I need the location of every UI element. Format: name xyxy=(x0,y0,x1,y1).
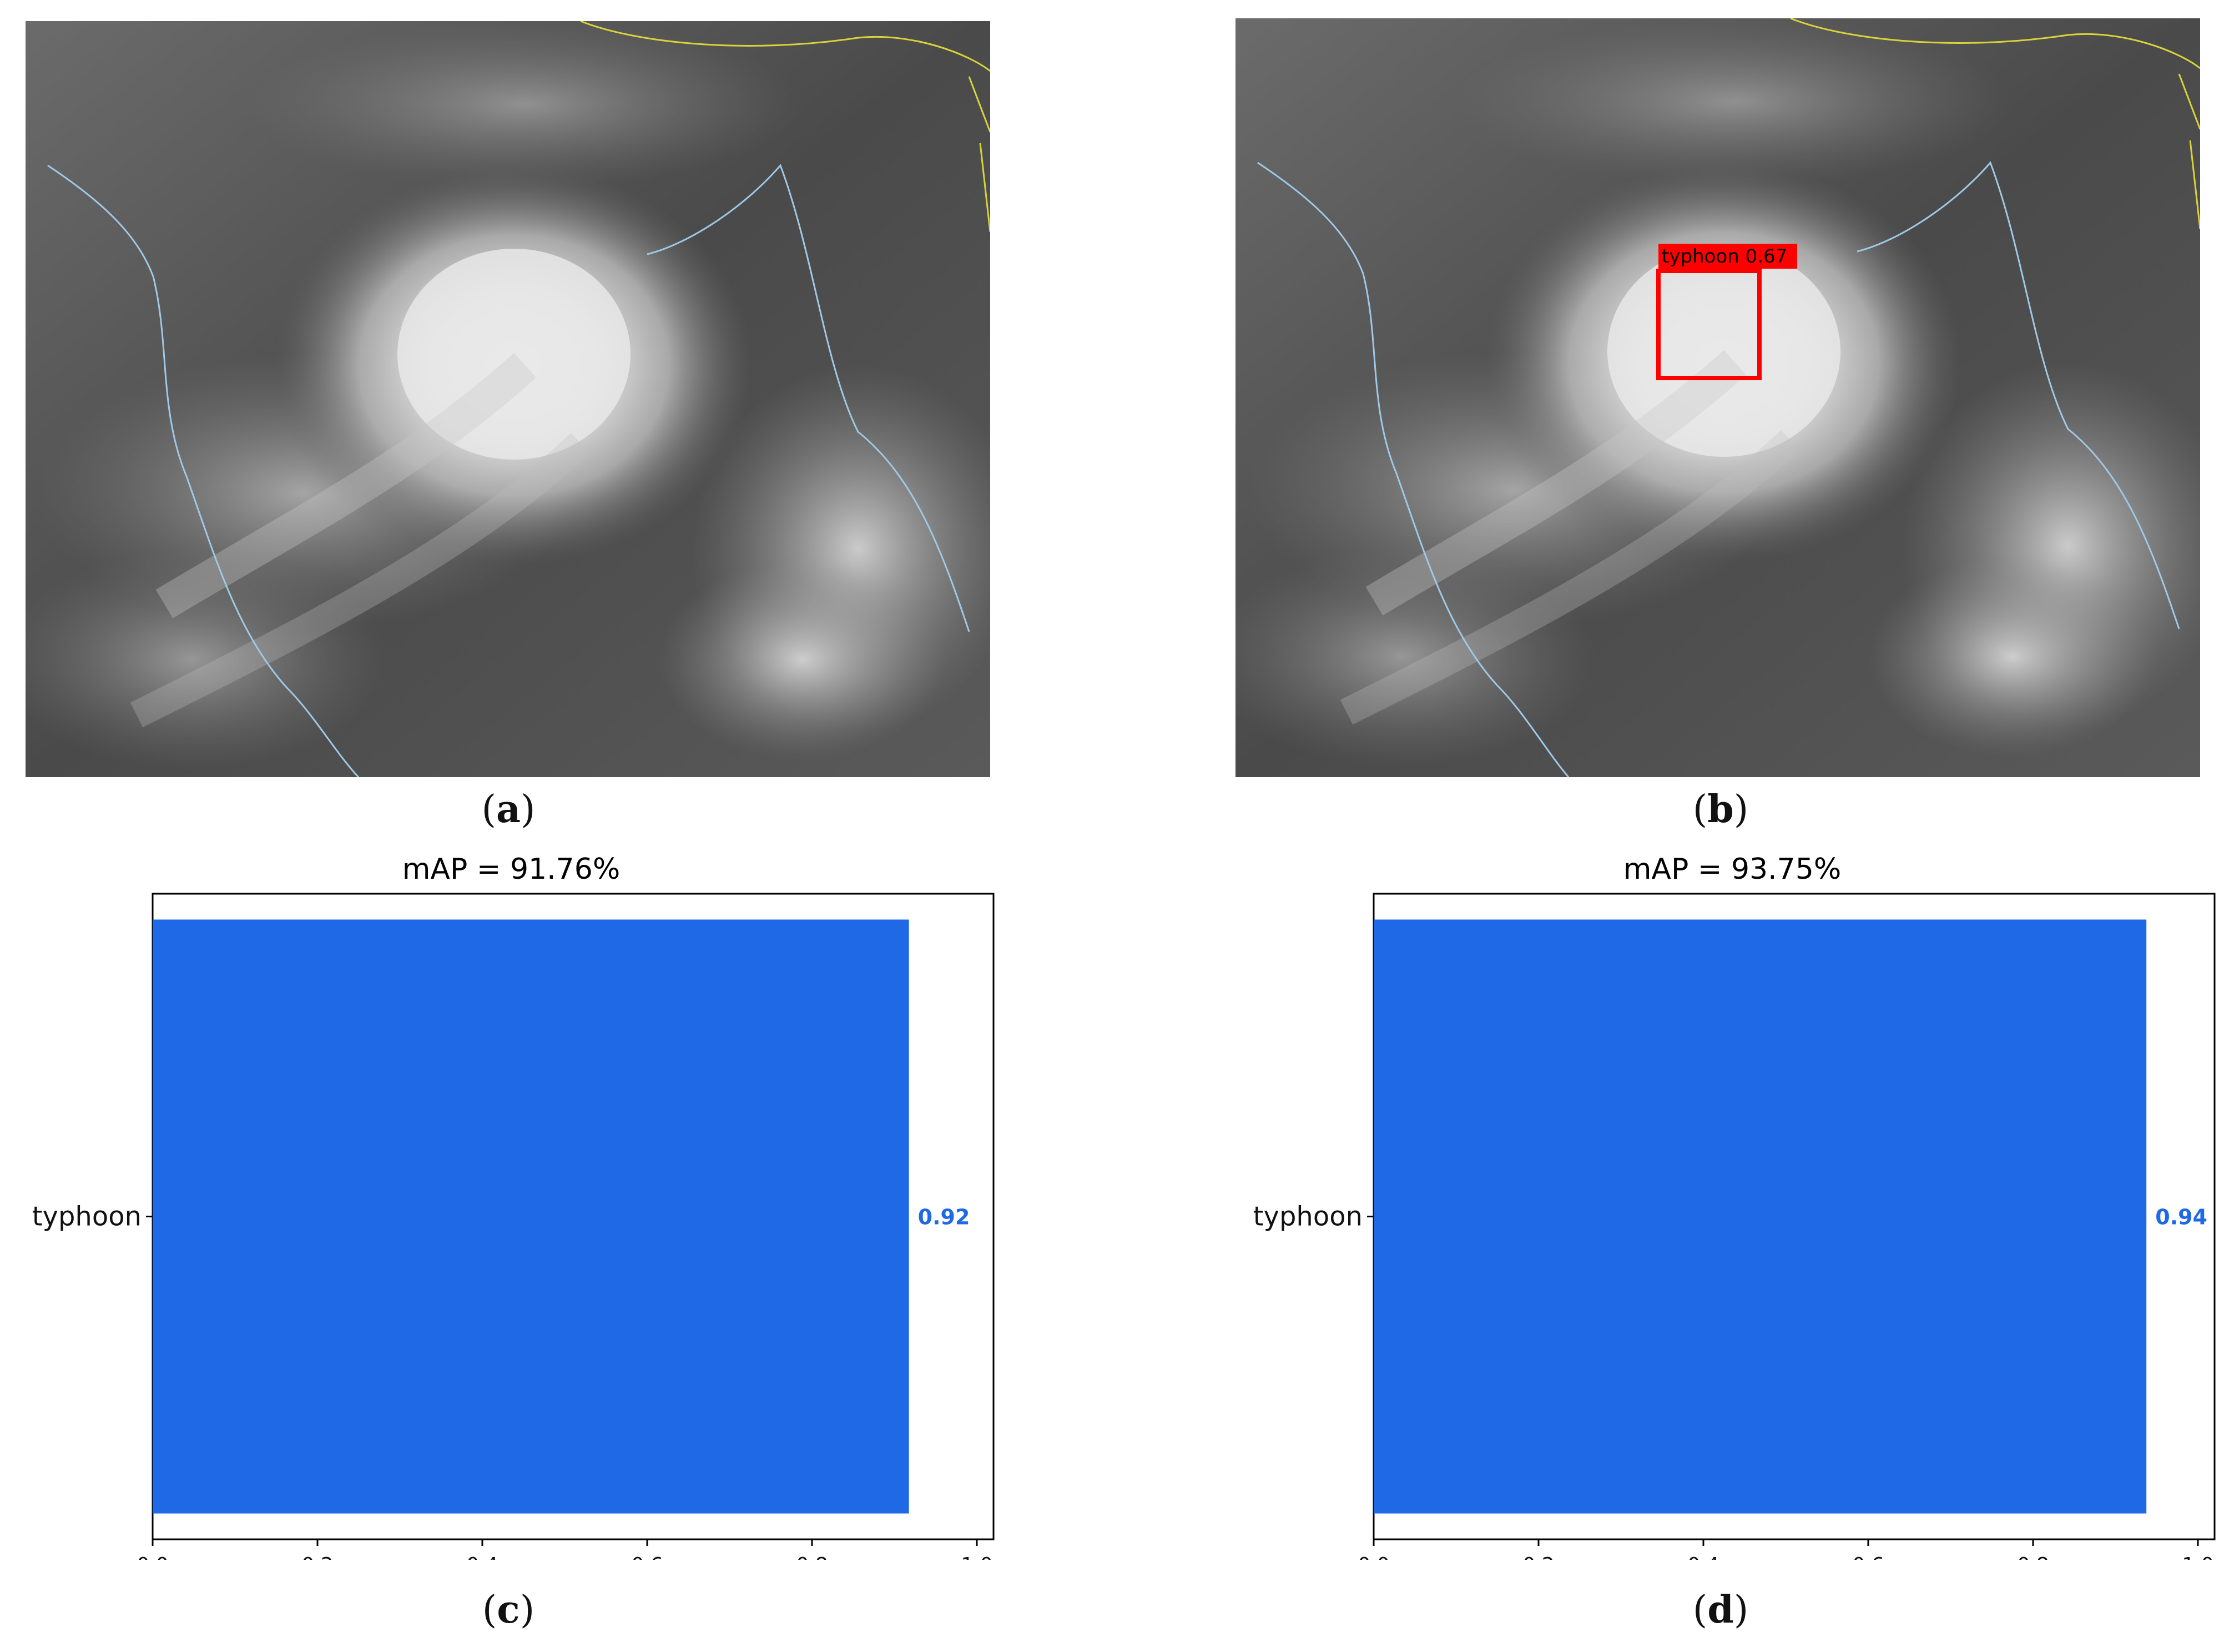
bar-typhoon xyxy=(153,919,909,1514)
caption-d: (d) xyxy=(1692,1588,1749,1632)
x-tick-label: 0.6 xyxy=(1852,1554,1884,1560)
x-tick-label: 0.6 xyxy=(631,1554,663,1560)
chart-title: mAP = 93.75% xyxy=(1623,853,1842,886)
satellite-image-b: typhoon 0.67 xyxy=(1235,18,2200,777)
caption-c: (c) xyxy=(482,1588,535,1632)
detection-box: typhoon 0.67 xyxy=(1656,244,1797,380)
x-tick-label: 0.8 xyxy=(2017,1554,2049,1560)
bar-chart-d: mAP = 93.75% typhoon 0.94 0.0 0.2 0.4 0.6 0.8 1… xyxy=(1253,853,2216,1560)
y-tick-label: typhoon xyxy=(32,1201,142,1232)
x-tick-label: 1.0 xyxy=(961,1554,992,1560)
x-tick-label: 0.4 xyxy=(466,1554,498,1560)
y-tick-label: typhoon xyxy=(1253,1201,1363,1232)
bar-value-label: 0.92 xyxy=(918,1205,970,1230)
satellite-image-a xyxy=(26,21,990,777)
x-tick-label: 0.4 xyxy=(1687,1554,1719,1560)
bar-value-label: 0.94 xyxy=(2155,1205,2207,1230)
caption-a: (a) xyxy=(481,787,536,832)
caption-b: (b) xyxy=(1692,787,1749,832)
x-tick-label: 0.2 xyxy=(301,1554,333,1560)
chart-title: mAP = 91.76% xyxy=(402,853,621,886)
x-tick-label: 0.2 xyxy=(1522,1554,1554,1560)
x-tick-label: 0.8 xyxy=(796,1554,828,1560)
x-tick-label: 1.0 xyxy=(2182,1554,2213,1560)
x-tick-label: 0.0 xyxy=(137,1554,168,1560)
bar-typhoon xyxy=(1374,919,2147,1514)
bar-chart-c: mAP = 91.76% typhoon 0.92 0.0 0.2 0.4 0.6 0.8 1… xyxy=(32,853,995,1560)
detection-label: typhoon 0.67 xyxy=(1662,245,1787,268)
x-tick-label: 0.0 xyxy=(1358,1554,1389,1560)
